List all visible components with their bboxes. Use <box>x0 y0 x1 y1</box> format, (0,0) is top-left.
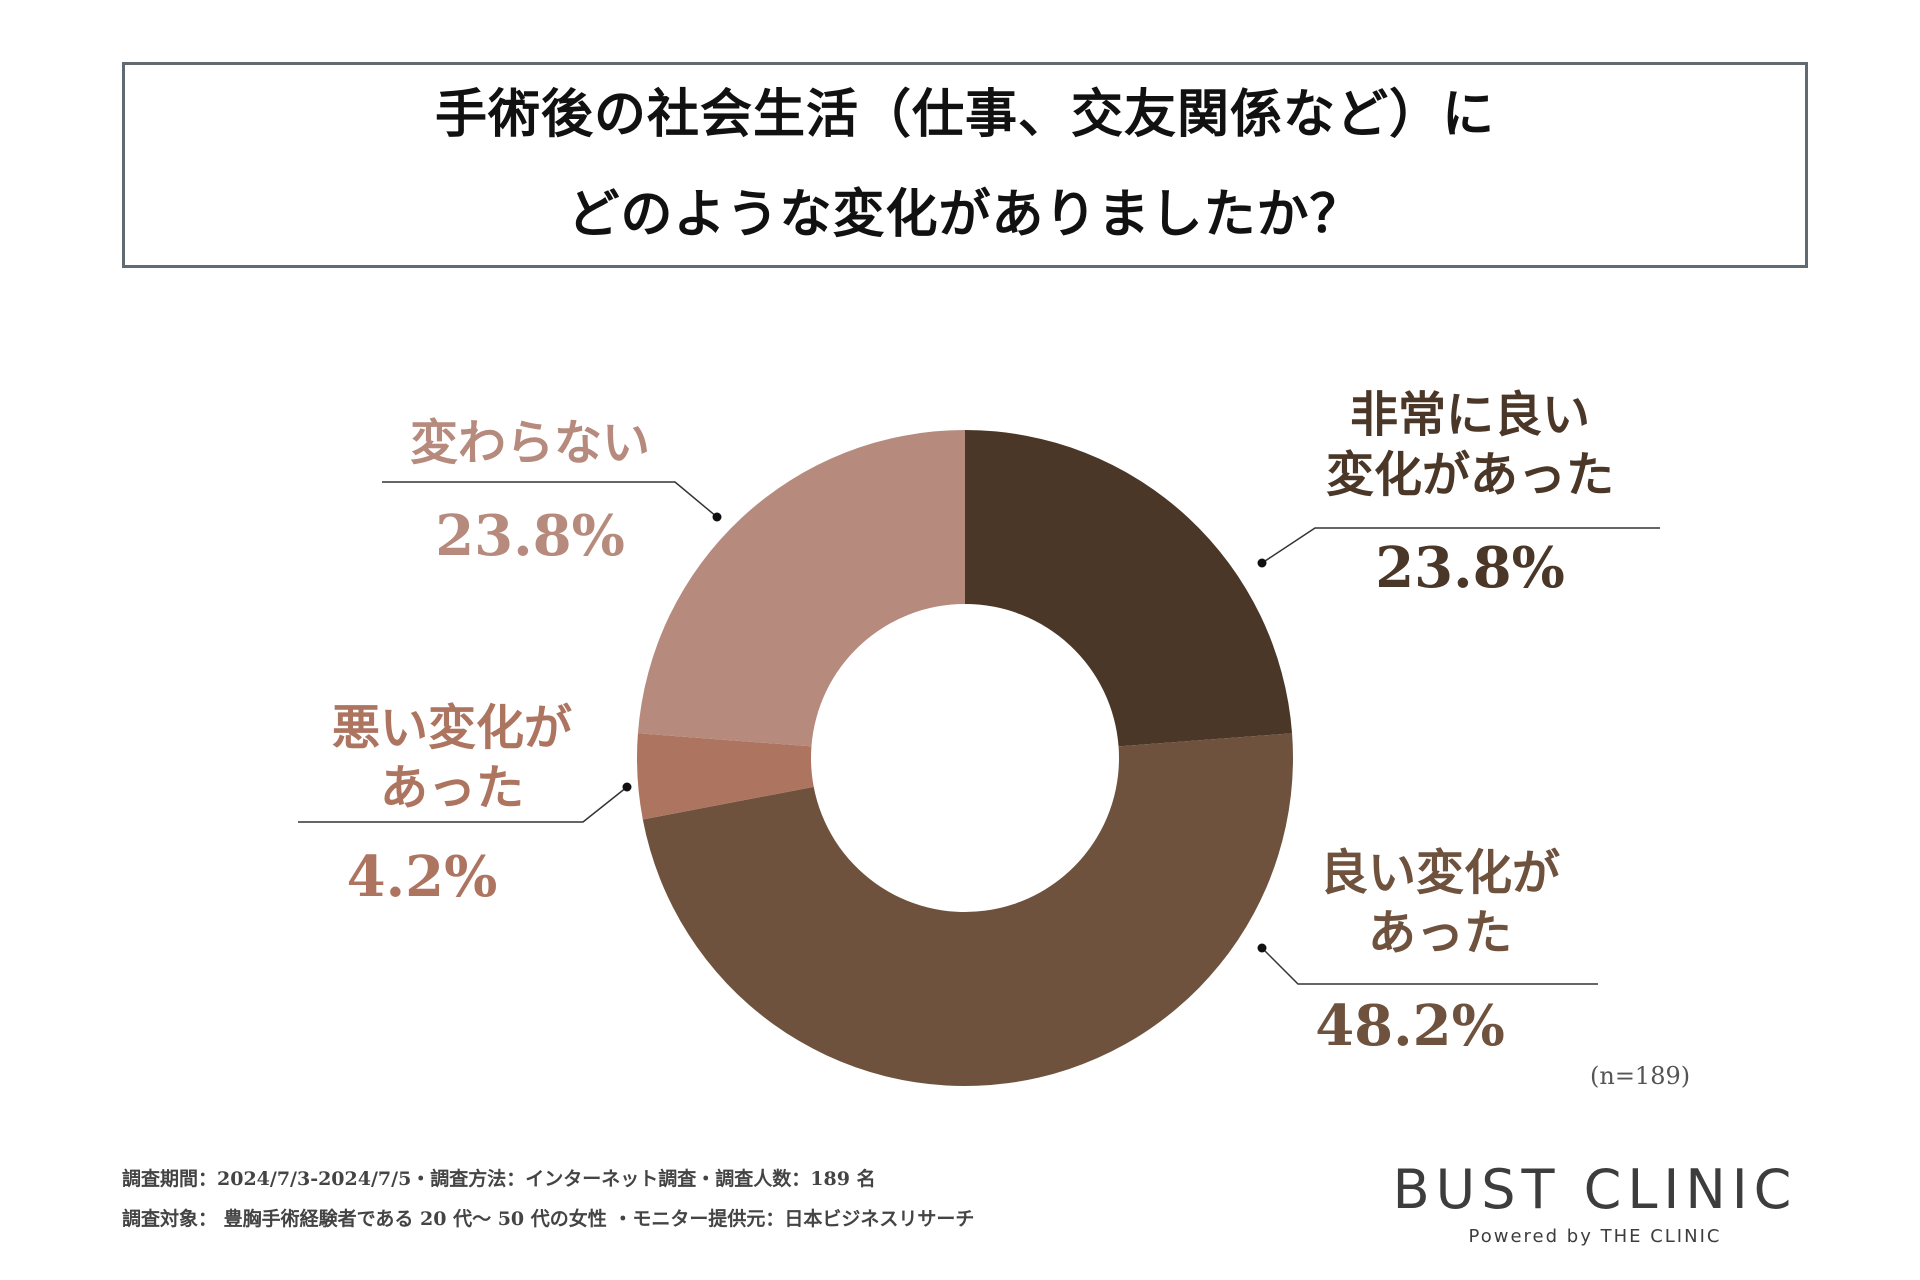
slice-no-change <box>637 430 965 747</box>
brand-name: BUST CLINIC <box>1392 1158 1798 1221</box>
slice-good <box>642 733 1293 1086</box>
brand-logo: BUST CLINIC Powered by THE CLINIC <box>1380 1158 1810 1248</box>
label-good-value: 48.2% <box>1315 993 1505 1059</box>
footer-survey-line-2: 調査対象： 豊胸手術経験者である 20 代～ 50 代の女性 ・モニター提供元：… <box>122 1208 975 1230</box>
label-no-change: 変わらない 23.8% <box>350 413 710 569</box>
label-no-change-value: 23.8% <box>435 503 625 569</box>
leader-good <box>1257 943 1598 985</box>
leader-bad <box>298 782 632 823</box>
leader-no-change <box>382 481 722 522</box>
footer-survey-line-1: 調査期間：2024/7/3-2024/7/5・調査方法：インターネット調査・調査… <box>122 1168 876 1190</box>
label-bad: 悪い変化が あった 4.2% <box>272 698 632 910</box>
label-very-good-name-2: 変化があった <box>1325 447 1614 503</box>
label-bad-name-1: 悪い変化が <box>331 700 572 756</box>
title-box: 手術後の社会生活（仕事、交友関係など）に どのような変化がありましたか？ <box>122 62 1808 268</box>
label-good-name-1: 良い変化が <box>1319 845 1560 901</box>
label-very-good-name-1: 非常に良い <box>1349 387 1590 443</box>
leader-very-good <box>1257 527 1660 568</box>
label-very-good-value: 23.8% <box>1375 535 1565 601</box>
label-good: 良い変化が あった 48.2% <box>1260 843 1620 1059</box>
title-line-2: どのような変化がありましたか？ <box>567 184 1363 245</box>
label-bad-name-2: あった <box>379 760 524 816</box>
label-good-name-2: あった <box>1367 905 1512 961</box>
label-no-change-name-1: 変わらない <box>409 415 650 471</box>
brand-tagline: Powered by THE CLINIC <box>1468 1226 1722 1247</box>
slice-very-good <box>965 430 1293 747</box>
slice-bad <box>637 733 814 820</box>
label-bad-value: 4.2% <box>346 844 498 910</box>
label-very-good: 非常に良い 変化があった 23.8% <box>1290 385 1650 601</box>
title-line-1: 手術後の社会生活（仕事、交友関係など）に <box>434 84 1495 145</box>
sample-size-note: (n=189) <box>1590 1062 1691 1090</box>
